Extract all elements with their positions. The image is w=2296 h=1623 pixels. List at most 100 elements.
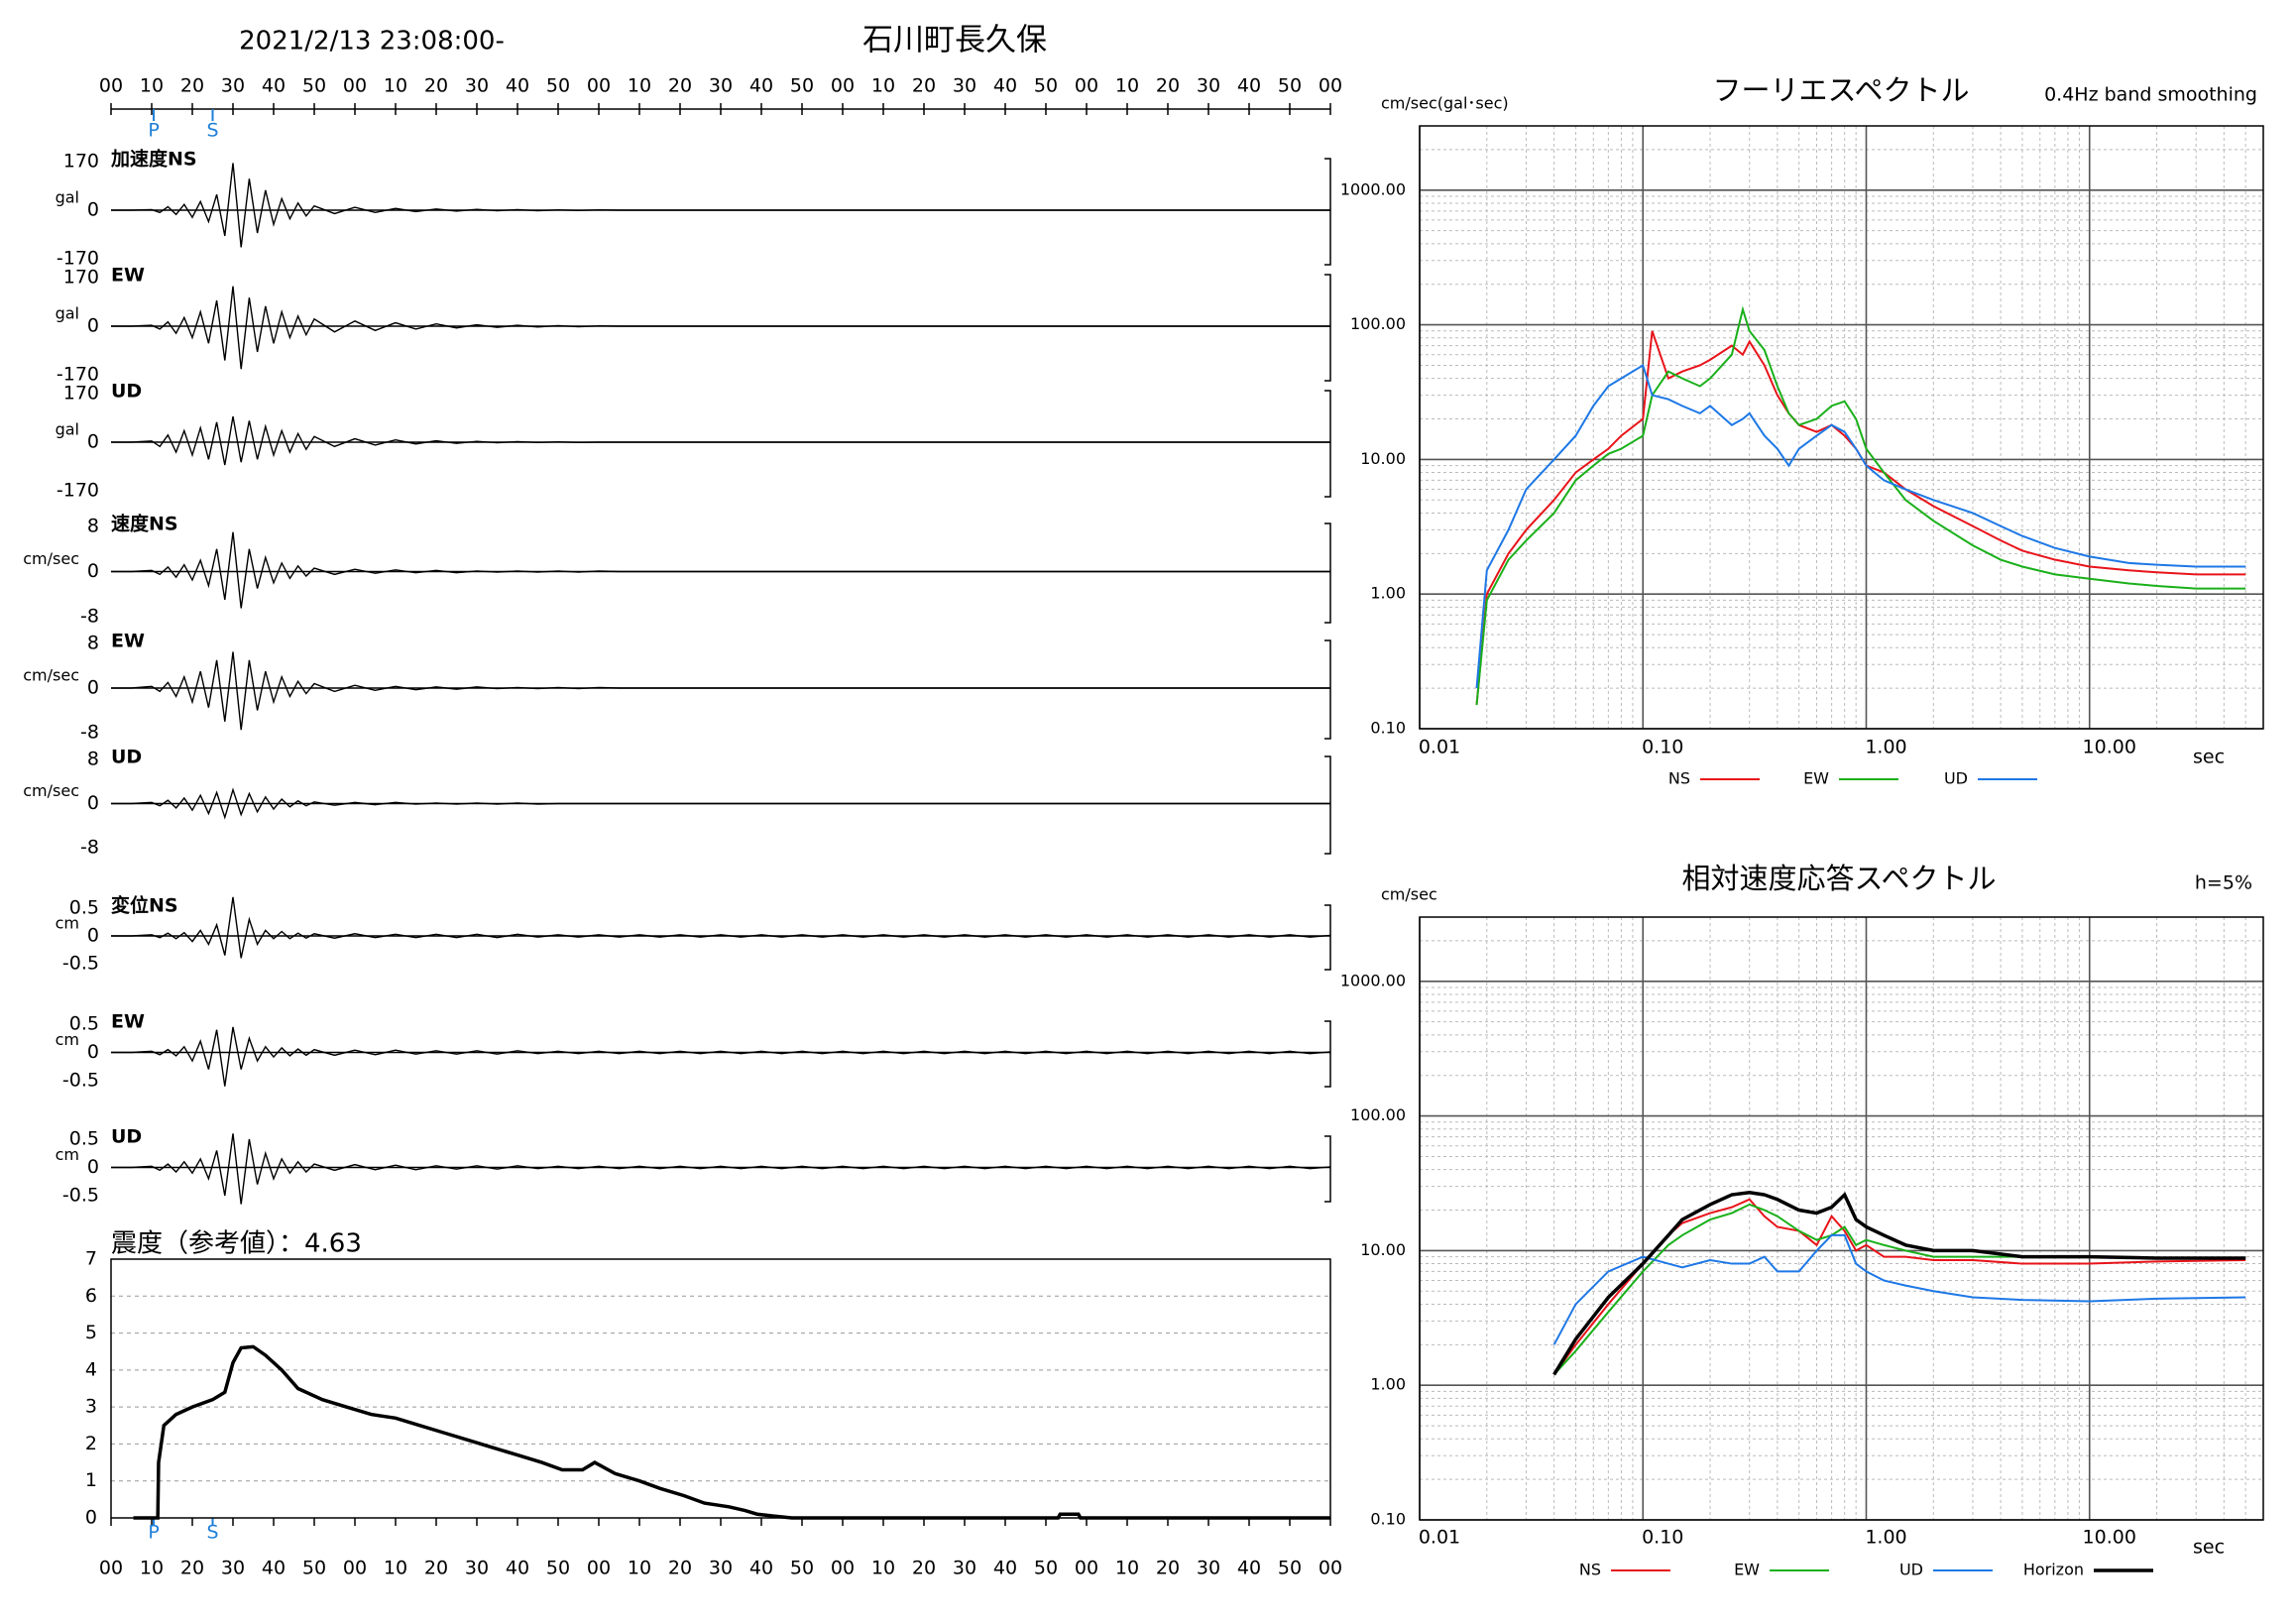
x-tick-label: 10 bbox=[384, 75, 407, 97]
y-tick-label: 0.5 bbox=[69, 897, 99, 919]
y-tick-label: -170 bbox=[57, 480, 99, 502]
x-tick-label: 20 bbox=[1156, 75, 1180, 97]
y-tick-label: -8 bbox=[80, 722, 99, 744]
plot-frame bbox=[110, 1258, 1331, 1519]
waveform bbox=[111, 286, 1330, 370]
x-tick-label: 10 bbox=[628, 1558, 651, 1579]
legend-label: UD bbox=[1944, 769, 1968, 788]
y-tick-label: -170 bbox=[57, 364, 99, 386]
panel-label: 加速度NS bbox=[110, 148, 197, 171]
chart-subtitle: h=5% bbox=[2195, 872, 2252, 894]
panel-frame bbox=[111, 1020, 1331, 1088]
panel-label: UD bbox=[111, 1126, 142, 1148]
y-tick-label: -0.5 bbox=[62, 1070, 99, 1092]
spectrum-line bbox=[1475, 305, 2246, 706]
legend-label: NS bbox=[1668, 769, 1690, 788]
intensity-line bbox=[133, 1344, 1330, 1520]
panel-label: EW bbox=[111, 265, 145, 287]
y-tick-label: 10.00 bbox=[1360, 449, 1406, 468]
x-tick-label: 50 bbox=[1034, 1558, 1058, 1579]
y-tick-label: -170 bbox=[57, 248, 99, 270]
x-tick-label: 40 bbox=[262, 75, 286, 97]
x-tick-label: 50 bbox=[790, 75, 814, 97]
x-tick-label: 20 bbox=[180, 1558, 204, 1579]
panel-label: UD bbox=[111, 747, 142, 768]
legend-label: Horizon bbox=[2023, 1561, 2084, 1579]
spectrum-line bbox=[1475, 330, 2246, 706]
legend-label: NS bbox=[1579, 1561, 1601, 1579]
y-tick-label: 4 bbox=[85, 1358, 97, 1380]
y-tick-label: -8 bbox=[80, 606, 99, 628]
y-tick-label: 1000.00 bbox=[1340, 971, 1406, 989]
x-tick-label: 0.01 bbox=[1419, 737, 1460, 758]
unit-label: gal bbox=[56, 420, 79, 439]
y-tick-label: 8 bbox=[87, 516, 99, 537]
waveform bbox=[111, 1026, 1331, 1087]
y-tick-label: 100.00 bbox=[1350, 314, 1406, 333]
unit-label: gal bbox=[56, 188, 79, 207]
phase-label: P bbox=[148, 120, 159, 142]
panel-frame bbox=[111, 755, 1331, 855]
unit-label: cm/sec bbox=[23, 666, 79, 685]
panel-label: UD bbox=[111, 381, 142, 403]
y-tick-label: 0 bbox=[87, 1156, 99, 1178]
x-tick-label: 50 bbox=[302, 75, 326, 97]
phase-label: S bbox=[206, 120, 218, 142]
unit-label: cm bbox=[56, 1030, 79, 1049]
x-tick-label: 40 bbox=[749, 75, 773, 97]
waveform bbox=[111, 415, 1330, 466]
y-tick-label: 170 bbox=[63, 151, 99, 173]
y-tick-label: 1000.00 bbox=[1340, 179, 1406, 198]
unit-label: cm/sec bbox=[23, 549, 79, 568]
x-tick-label: 40 bbox=[1237, 75, 1261, 97]
plot-frame bbox=[1419, 916, 2264, 1521]
x-tick-label: 10 bbox=[871, 1558, 895, 1579]
x-tick-label: 00 bbox=[99, 1558, 123, 1579]
x-axis-label: sec bbox=[2193, 747, 2225, 768]
legend-label: UD bbox=[1899, 1561, 1923, 1579]
y-tick-label: 0 bbox=[87, 1041, 99, 1063]
y-axis-label: cm/sec(gal･sec) bbox=[1381, 94, 1509, 113]
x-tick-label: 40 bbox=[506, 75, 529, 97]
y-tick-label: 0.5 bbox=[69, 1013, 99, 1035]
x-tick-label: 00 bbox=[831, 75, 855, 97]
x-tick-label: 30 bbox=[1197, 75, 1220, 97]
x-tick-label: 20 bbox=[912, 1558, 936, 1579]
waveform bbox=[111, 1133, 1331, 1205]
panel-frame bbox=[111, 904, 1331, 971]
y-tick-label: 1.00 bbox=[1370, 584, 1406, 603]
y-tick-label: 1 bbox=[85, 1469, 97, 1491]
y-tick-label: -0.5 bbox=[62, 1185, 99, 1207]
x-tick-label: 30 bbox=[709, 1558, 733, 1579]
x-tick-label: 20 bbox=[424, 1558, 448, 1579]
x-tick-label: 0.01 bbox=[1419, 1527, 1460, 1549]
x-tick-label: 00 bbox=[1319, 1558, 1342, 1579]
y-tick-label: -8 bbox=[80, 837, 99, 859]
x-tick-label: 40 bbox=[506, 1558, 529, 1579]
x-tick-label: 10 bbox=[871, 75, 895, 97]
y-tick-label: 0 bbox=[87, 560, 99, 582]
x-tick-label: 00 bbox=[343, 75, 367, 97]
y-tick-label: 100.00 bbox=[1350, 1105, 1406, 1124]
panel-label: 変位NS bbox=[111, 894, 178, 917]
x-tick-label: 00 bbox=[587, 75, 611, 97]
x-tick-label: 40 bbox=[262, 1558, 286, 1579]
x-tick-label: 30 bbox=[221, 1558, 245, 1579]
y-tick-label: -0.5 bbox=[62, 953, 99, 975]
x-tick-label: 50 bbox=[1278, 75, 1302, 97]
x-tick-label: 20 bbox=[668, 75, 692, 97]
x-tick-label: 00 bbox=[831, 1558, 855, 1579]
x-tick-label: 20 bbox=[1156, 1558, 1180, 1579]
y-tick-label: 0 bbox=[87, 792, 99, 814]
y-tick-label: 0 bbox=[85, 1507, 97, 1529]
waveform bbox=[111, 163, 1330, 248]
panel-label: EW bbox=[111, 631, 145, 652]
x-tick-label: 20 bbox=[668, 1558, 692, 1579]
x-tick-label: 10 bbox=[384, 1558, 407, 1579]
phase-label: S bbox=[206, 1522, 218, 1544]
x-tick-label: 20 bbox=[424, 75, 448, 97]
chart-title: 震度（参考値）：4.63 bbox=[111, 1229, 362, 1259]
x-tick-label: 30 bbox=[709, 75, 733, 97]
waveform bbox=[111, 531, 1330, 609]
panel-frame bbox=[111, 1135, 1331, 1203]
